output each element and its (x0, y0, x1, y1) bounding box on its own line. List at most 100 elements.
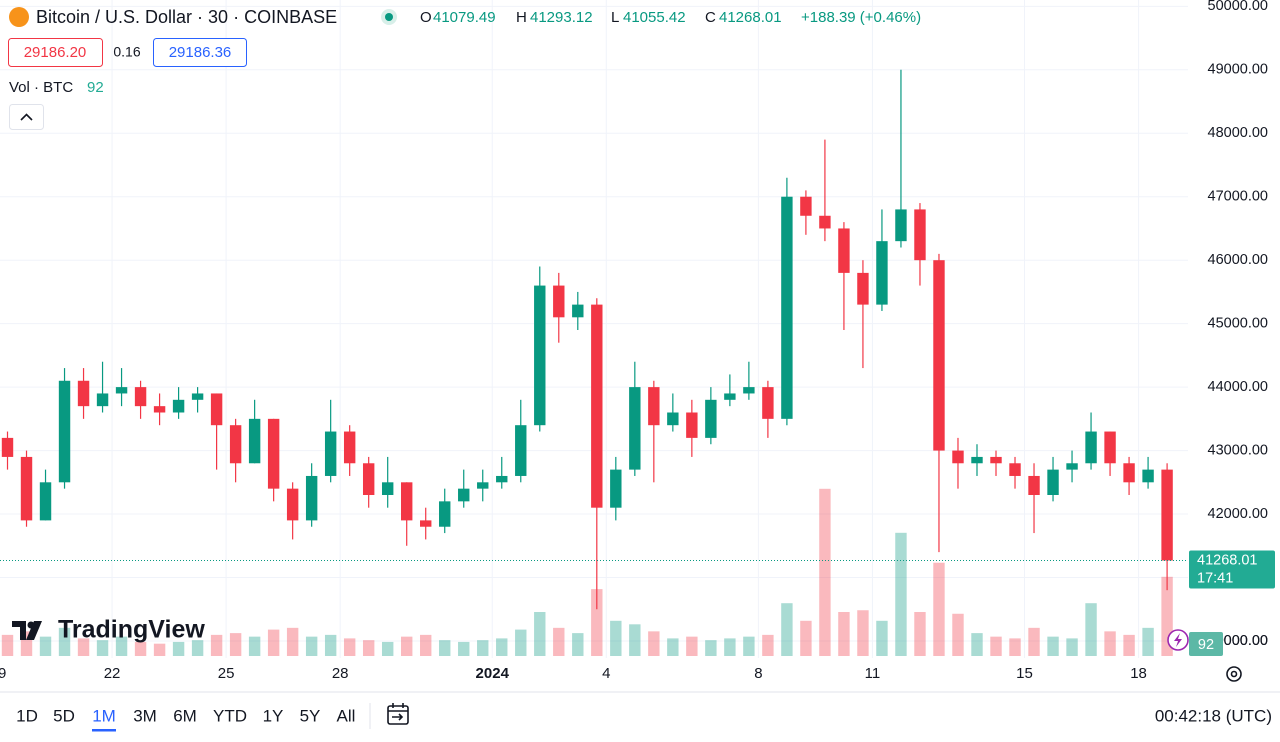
candle-body (1009, 463, 1021, 476)
candle-body (838, 228, 850, 273)
volume-bar (629, 624, 641, 656)
candle-body (895, 209, 907, 242)
candle-body (477, 482, 489, 489)
close-value: 41268.01 (719, 9, 782, 26)
symbol-title[interactable]: Bitcoin / U.S. Dollar · 30 · COINBASE (36, 7, 337, 27)
volume-bar (286, 627, 299, 656)
candle-body (705, 399, 717, 438)
volume-bar (933, 562, 945, 656)
volume-bar (781, 603, 793, 656)
x-tick-label: 19 (0, 665, 6, 682)
x-tick-label: 2024 (476, 665, 510, 682)
candle-body (153, 406, 166, 413)
sell-button[interactable] (8, 38, 103, 67)
volume-bar (838, 612, 850, 656)
y-tick-label: 50000.00 (1208, 0, 1268, 14)
collapse-button[interactable] (9, 104, 44, 130)
volume-bar (401, 636, 413, 656)
candle-body (1085, 431, 1097, 464)
candle-body (781, 196, 793, 419)
volume-bar (58, 627, 71, 656)
x-tick-label: 8 (754, 665, 762, 682)
candle-body (496, 475, 508, 483)
candle-body (401, 482, 413, 521)
volume-bar (971, 633, 983, 656)
volume-bar (134, 641, 147, 656)
candle-body (229, 425, 242, 464)
candle-body (952, 450, 964, 464)
range-button[interactable]: 3M (133, 706, 157, 725)
candle-body (248, 418, 261, 464)
sell-price: 29186.20 (24, 44, 87, 61)
candle-body (458, 488, 470, 502)
candle-body (819, 215, 831, 229)
candle-body (305, 475, 318, 521)
range-button[interactable]: All (337, 706, 356, 725)
volume-bar (762, 634, 774, 656)
lightning-bolt (1174, 633, 1182, 647)
buy-button[interactable] (153, 38, 247, 67)
candle-body (172, 399, 185, 413)
volume-bar (210, 634, 223, 656)
candle-body (1, 437, 14, 457)
volume-bar (305, 636, 318, 656)
volume-bar (648, 631, 660, 656)
range-button[interactable]: YTD (213, 706, 247, 725)
volume-bar (96, 640, 109, 656)
volume-bar (420, 634, 432, 656)
buy-price: 29186.36 (169, 44, 232, 61)
volume-bar (362, 640, 375, 656)
candle-body (115, 387, 128, 394)
volume-bar (1047, 636, 1059, 656)
low-label: L (611, 9, 619, 26)
candle-body (1104, 431, 1116, 464)
x-tick-label: 18 (1130, 665, 1147, 682)
volume-bar (77, 638, 90, 656)
last-price-label: 41268.01 (1197, 552, 1257, 568)
candle-body (971, 456, 983, 464)
range-button[interactable]: 5D (53, 706, 75, 725)
volume-bar (381, 641, 394, 656)
candle-body (762, 387, 774, 419)
volume-bar (572, 633, 584, 656)
candle-body (591, 304, 603, 508)
volume-bar (1161, 576, 1173, 656)
y-tick-label: 43000.00 (1208, 442, 1268, 458)
candle-body (39, 482, 52, 521)
range-button[interactable]: 1M (92, 706, 116, 725)
candle-body (20, 456, 33, 521)
candle-body (933, 260, 945, 451)
range-button[interactable]: 6M (173, 706, 197, 725)
y-tick-label: 48000.00 (1208, 125, 1268, 141)
candle-body (191, 393, 204, 400)
volume-bar (153, 643, 166, 656)
volume-bar (895, 532, 907, 656)
volume-bar (267, 629, 280, 656)
calendar-icon[interactable] (387, 703, 409, 725)
x-tick-label: 15 (1016, 665, 1033, 682)
volume-label: Vol · BTC (9, 79, 73, 96)
candle-body (1123, 463, 1135, 483)
candle-body (362, 463, 375, 495)
volume-bar (1028, 627, 1040, 656)
x-tick-label: 28 (332, 665, 349, 682)
candle-body (58, 380, 71, 483)
candle-body (439, 501, 451, 527)
range-button[interactable]: 1Y (263, 706, 284, 725)
volume-pane (1, 488, 1173, 656)
volume-bar (1009, 638, 1021, 656)
open-value: 41079.49 (433, 9, 496, 26)
volume-badge-label: 92 (1198, 637, 1214, 653)
volume-bar (724, 638, 736, 656)
candle-body (914, 209, 926, 261)
settings-icon[interactable] (1226, 666, 1242, 682)
volume-bar (534, 612, 546, 656)
range-button[interactable]: 5Y (300, 706, 321, 725)
candle-body (515, 425, 527, 476)
candle-body (77, 380, 90, 407)
spread: 0.16 (113, 44, 140, 60)
range-button[interactable]: 1D (16, 706, 38, 725)
candle-body (1161, 469, 1173, 561)
last-price-box (1189, 550, 1275, 589)
